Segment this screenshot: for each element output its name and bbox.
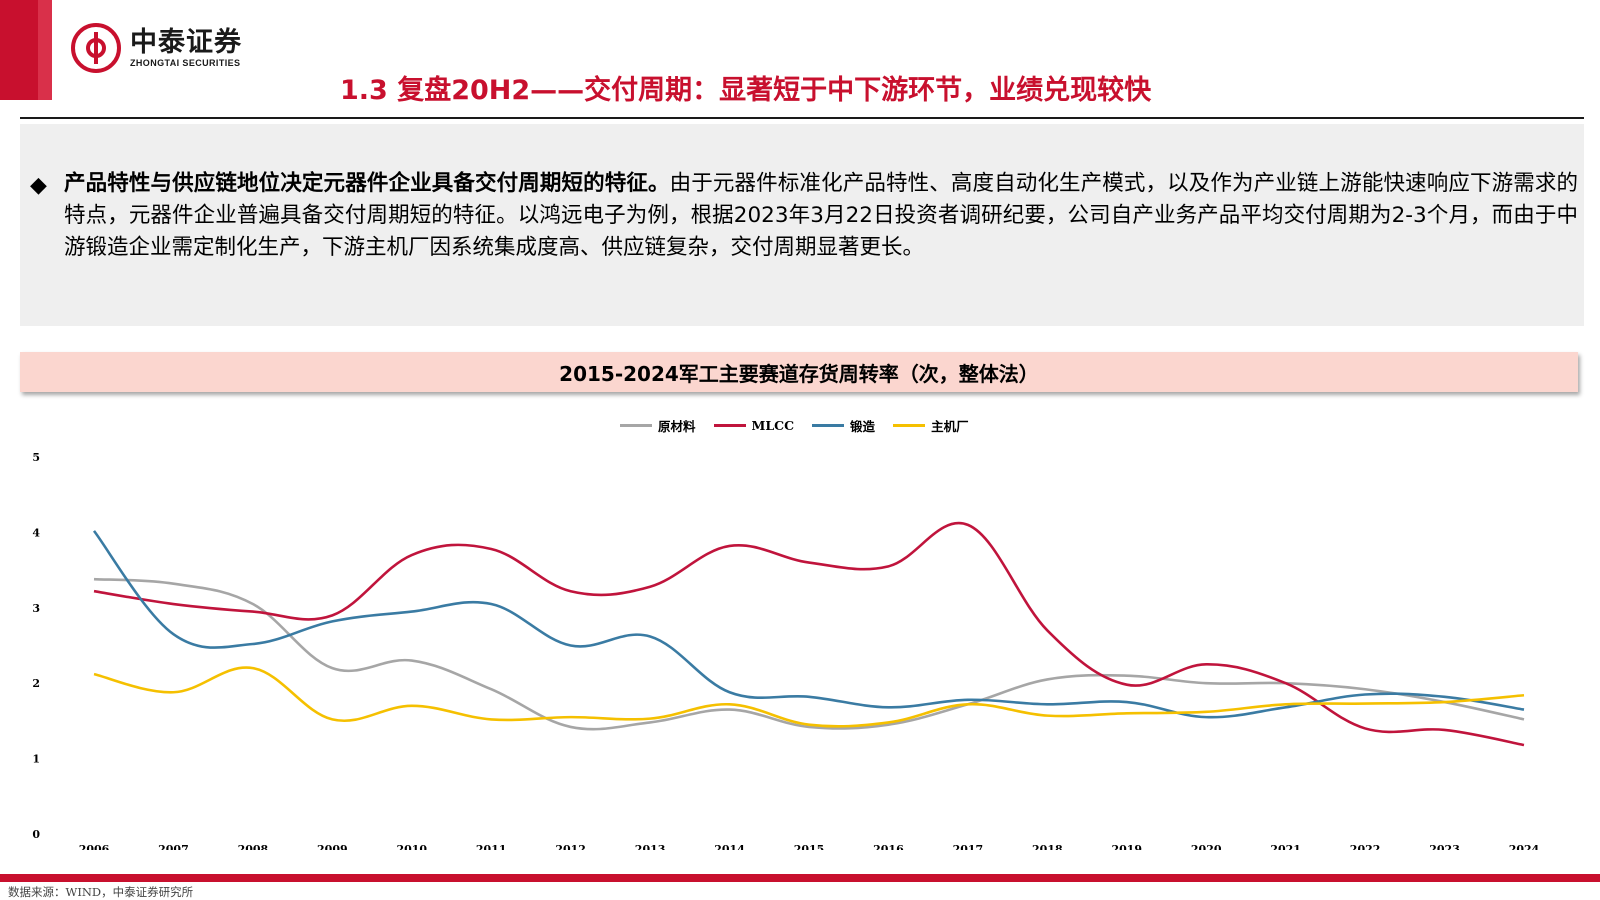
x-tick-label: 2020 bbox=[1191, 843, 1222, 850]
legend-item-0: 原材料 bbox=[620, 416, 696, 435]
chart-title: 2015-2024军工主要赛道存货周转率（次，整体法） bbox=[559, 361, 1039, 386]
legend-swatch bbox=[893, 424, 926, 427]
x-tick-label: 2007 bbox=[158, 843, 189, 850]
summary-paragraph: 产品特性与供应链地位决定元器件企业具备交付周期短的特征。由于元器件标准化产品特性… bbox=[64, 168, 1578, 264]
y-tick-label: 2 bbox=[32, 677, 40, 690]
x-tick-label: 2012 bbox=[555, 843, 586, 850]
chart-title-banner: 2015-2024军工主要赛道存货周转率（次，整体法） bbox=[20, 352, 1578, 392]
series-line-2 bbox=[92, 530, 1525, 719]
diamond-bullet-icon: ◆ bbox=[30, 172, 47, 197]
legend-swatch bbox=[812, 424, 845, 427]
legend-swatch bbox=[713, 424, 746, 427]
legend-label: 锻造 bbox=[850, 419, 876, 434]
series-line-1 bbox=[93, 521, 1525, 747]
inventory-turnover-line-chart: 0 1 2 3 4 5 2006 2007 2008 2009 2010 2011 2012 2013 20… bbox=[32, 451, 1540, 850]
x-tick-label: 2014 bbox=[714, 843, 745, 850]
x-tick-label: 2021 bbox=[1270, 843, 1301, 850]
legend-item-2: 锻造 bbox=[812, 416, 875, 435]
x-tick-label: 2016 bbox=[873, 843, 904, 850]
y-tick-label: 0 bbox=[32, 828, 40, 841]
x-tick-label: 2018 bbox=[1032, 843, 1063, 850]
page-title: 1.3 复盘20H2——交付周期：显著短于中下游环节，业绩兑现较快 bbox=[340, 75, 1152, 106]
footer-bar bbox=[0, 874, 1600, 882]
title-divider bbox=[20, 117, 1584, 119]
zhongtai-logo-icon bbox=[71, 23, 121, 73]
summary-box: ◆ 产品特性与供应链地位决定元器件企业具备交付周期短的特征。由于元器件标准化产品… bbox=[20, 124, 1584, 326]
x-tick-label: 2019 bbox=[1111, 843, 1142, 850]
x-tick-label: 2006 bbox=[79, 843, 110, 850]
x-tick-label: 2022 bbox=[1350, 843, 1381, 850]
x-tick-label: 2015 bbox=[794, 843, 825, 850]
logo-name-en: ZHONGTAI SECURITIES bbox=[130, 58, 241, 68]
chart-legend: 原材料 MLCC 锻造 主机厂 bbox=[620, 416, 969, 435]
legend-swatch bbox=[620, 424, 652, 427]
y-tick-label: 4 bbox=[32, 526, 40, 539]
data-source-note: 数据来源：WIND，中泰证券研究所 bbox=[8, 885, 194, 899]
y-tick-label: 3 bbox=[32, 602, 40, 615]
legend-label: MLCC bbox=[751, 418, 795, 433]
legend-item-1: MLCC bbox=[713, 418, 795, 433]
x-tick-label: 2008 bbox=[238, 843, 269, 850]
x-tick-label: 2017 bbox=[953, 843, 984, 850]
series-line-3 bbox=[93, 666, 1525, 728]
x-tick-label: 2010 bbox=[396, 843, 427, 850]
company-logo: 中泰证券 ZHONGTAI SECURITIES bbox=[70, 22, 242, 74]
y-tick-label: 1 bbox=[32, 753, 40, 766]
logo-name-cn: 中泰证券 bbox=[130, 27, 242, 58]
x-tick-label: 2023 bbox=[1429, 843, 1460, 850]
legend-label: 主机厂 bbox=[931, 419, 969, 434]
legend-label: 原材料 bbox=[658, 419, 696, 434]
x-tick-label: 2011 bbox=[476, 843, 507, 850]
summary-lead: 产品特性与供应链地位决定元器件企业具备交付周期短的特征。 bbox=[64, 171, 670, 196]
brand-color-block bbox=[0, 0, 52, 100]
summary-body: 由于元器件标准化产品特性、高度自动化生产模式，以及作为产业链上游能快速响应下游需… bbox=[64, 171, 1578, 260]
x-tick-label: 2009 bbox=[317, 843, 348, 850]
x-tick-label: 2013 bbox=[635, 843, 666, 850]
x-tick-label: 2024 bbox=[1509, 843, 1540, 850]
y-tick-label: 5 bbox=[32, 451, 40, 464]
legend-item-3: 主机厂 bbox=[893, 416, 969, 435]
